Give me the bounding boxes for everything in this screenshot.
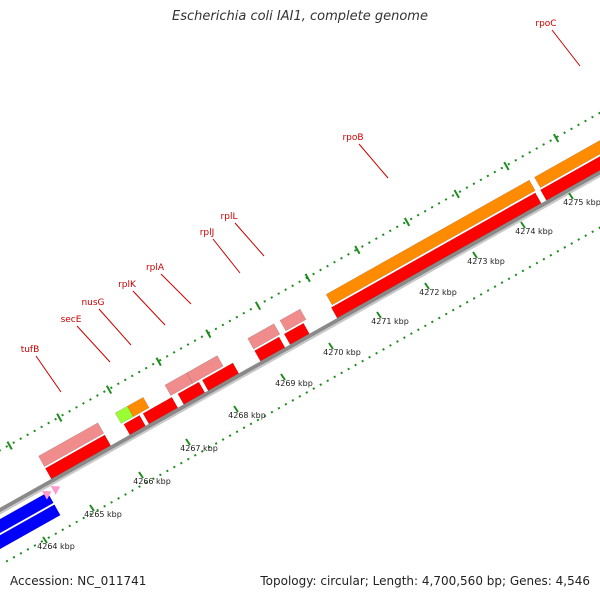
outer-tick-mark (56, 413, 63, 422)
kbp-tick-label: 4274 kbp (515, 227, 553, 236)
gene-features (0, 140, 600, 550)
map-title: Escherichia coli IAI1, complete genome (172, 9, 428, 24)
kbp-tick-mark (472, 251, 478, 259)
gene-bar-tufB-outer (38, 422, 105, 467)
kbp-tick-label: 4269 kbp (275, 379, 313, 388)
gene-label-rplA: rplA (146, 263, 165, 273)
kbp-tick-label: 4272 kbp (419, 288, 457, 297)
kbp-scale: 4264 kbp 4265 kbp 4266 kbp 4267 kbp 4268 kbp… (37, 192, 600, 551)
backbone-line (0, 174, 600, 515)
pink-feature-1 (42, 490, 52, 500)
kbp-tick-mark (233, 405, 239, 413)
outer-dotted-guide (0, 111, 600, 452)
backbone (0, 170, 600, 515)
gene-bar-rplJ-outer (247, 323, 281, 350)
dotted-guides (0, 111, 600, 563)
gene-bar-rpoC-outer (534, 140, 600, 188)
gene-bar-blue-1 (0, 492, 54, 534)
gene-label-secE: secE (61, 315, 82, 325)
gene-label-rplL: rplL (221, 212, 238, 222)
gene-label-nusG: nusG (81, 298, 104, 308)
gene-bar-rpoC-inner (540, 156, 600, 201)
outer-tick-mark (553, 133, 560, 143)
kbp-tick-label: 4273 kbp (467, 257, 505, 266)
gene-label-tufB: tufB (21, 345, 40, 355)
kbp-tick-mark (89, 504, 95, 512)
kbp-tick-label: 4264 kbp (37, 542, 75, 551)
outer-tick-mark (304, 273, 311, 283)
label-leader-line (132, 290, 166, 326)
outer-tick-mark (453, 189, 460, 199)
gene-bar-tufB-inner (45, 434, 111, 480)
outer-tick-mark (254, 301, 262, 311)
gene-bar-rpoB-inner (330, 192, 542, 319)
kbp-tick-label: 4265 kbp (84, 510, 122, 519)
kbp-tick-mark (520, 221, 526, 229)
gene-label-rplJ: rplJ (200, 228, 215, 238)
kbp-tick-mark (185, 438, 191, 446)
kbp-tick-mark (568, 192, 574, 200)
kbp-tick-mark (376, 311, 382, 319)
outer-tick-mark (105, 385, 113, 395)
label-leader-line (35, 355, 62, 393)
label-texts: rpoC rpoB rplL rplJ rplA rplK nusG secE tufB (21, 19, 557, 355)
gene-bar-rplK-inner (177, 381, 206, 405)
kbp-tick-mark (138, 471, 144, 479)
label-leader-line (76, 325, 111, 363)
gene-bar-rplL-outer (279, 308, 307, 332)
outer-tick-mark (403, 217, 411, 227)
gene-label-rpoB: rpoB (342, 133, 363, 143)
label-leader-line (551, 29, 581, 67)
pink-feature-2 (50, 486, 61, 495)
label-leader-line (98, 308, 132, 346)
kbp-tick-mark (328, 342, 334, 350)
outer-tick-mark (354, 245, 361, 255)
label-leaders (35, 29, 581, 393)
gene-bar-nusG (127, 397, 150, 417)
gene-bar-rplL-inner (283, 322, 310, 345)
gene-label-rplK: rplK (118, 280, 137, 290)
topology-summary: Topology: circular; Length: 4,700,560 bp… (260, 574, 590, 588)
kbp-tick-label: 4267 kbp (180, 444, 218, 453)
gene-bar-rpoB-outer (325, 179, 536, 306)
gene-bar-secE-inner (123, 415, 146, 436)
kbp-tick-mark (42, 536, 48, 544)
inner-dotted-guide (5, 226, 600, 563)
kbp-tick-label: 4275 kbp (563, 198, 600, 207)
kbp-tick-label: 4270 kbp (323, 348, 361, 357)
accession-text: Accession: NC_011741 (10, 574, 147, 588)
gene-bar-nusG-inner (142, 396, 179, 425)
label-leader-line (358, 143, 389, 179)
gene-bar-blue-2 (0, 504, 61, 550)
label-leader-line (212, 238, 241, 274)
kbp-tick-label: 4268 kbp (228, 411, 266, 420)
kbp-tick-mark (280, 373, 286, 381)
kbp-tick-label: 4271 kbp (371, 317, 409, 326)
gene-bar-rplA-inner (201, 362, 240, 391)
kbp-tick-mark (424, 282, 430, 290)
outer-tick-mark (503, 161, 510, 171)
gene-label-rpoC: rpoC (535, 19, 556, 29)
gene-bar-rplA-outer (186, 355, 224, 384)
outer-tick-mark (205, 329, 212, 339)
label-leader-line (234, 222, 265, 257)
label-leader-line (160, 273, 192, 305)
outer-tick-mark (6, 441, 13, 450)
backbone-line (0, 170, 600, 513)
kbp-tick-label: 4266 kbp (133, 477, 171, 486)
gene-bar-rplJ-inner (254, 336, 286, 362)
outer-tick-mark (155, 357, 162, 367)
